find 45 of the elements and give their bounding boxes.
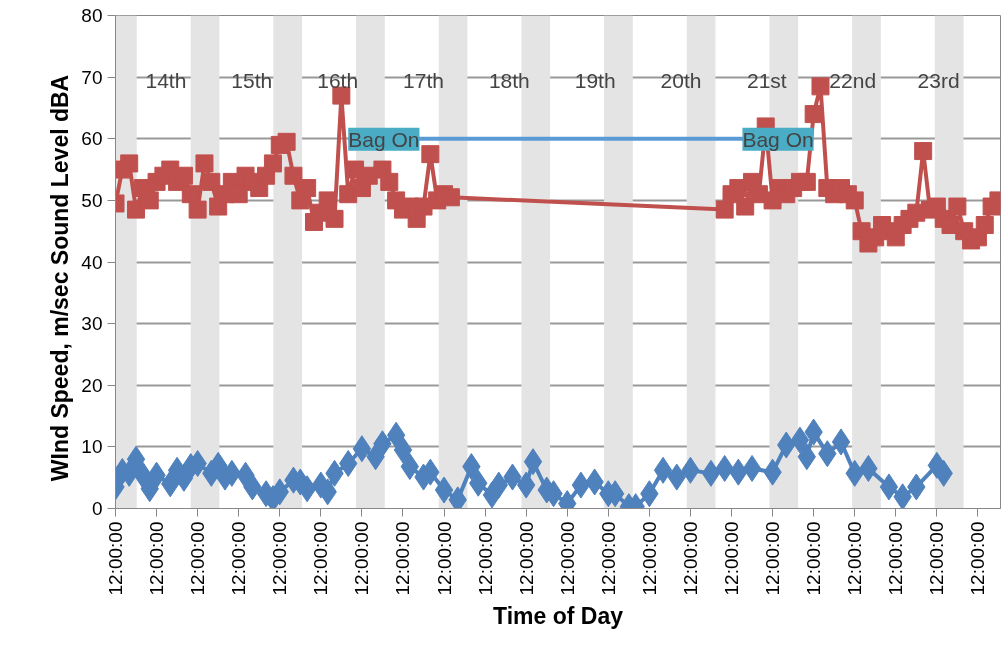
y-tick-label: 0 xyxy=(91,498,103,519)
annotation: Bag On xyxy=(742,127,814,151)
x-tick-label: 12:00:00 xyxy=(762,521,784,596)
annotation: 15th xyxy=(231,69,273,92)
y-tick-label: 30 xyxy=(81,313,103,335)
annotation: 14th xyxy=(145,69,187,92)
annotation: 17th xyxy=(403,69,444,92)
x-tick-label: 12:00:00 xyxy=(885,521,907,596)
y-tick-label: 20 xyxy=(81,374,103,396)
x-tick-label: 12:00:00 xyxy=(721,521,743,596)
x-tick-label: 12:00:00 xyxy=(310,521,332,596)
x-tick-label: 12:00:00 xyxy=(679,521,701,596)
x-tick-label: 12:00:00 xyxy=(392,521,414,596)
annotation: 21st xyxy=(747,69,787,92)
annotation: 19th xyxy=(574,69,616,92)
x-tick-label: 12:00:00 xyxy=(515,521,537,596)
x-tick-label: 12:00:00 xyxy=(474,521,496,596)
x-tick-label: 12:00:00 xyxy=(638,521,660,596)
annotation: 20th xyxy=(660,69,702,92)
x-tick-label: 12:00:00 xyxy=(433,521,455,596)
x-tick-label: 12:00:00 xyxy=(844,521,866,596)
annotation: 18th xyxy=(488,69,530,92)
y-tick-label: 10 xyxy=(81,436,103,458)
x-tick-label: 12:00:00 xyxy=(351,521,373,596)
x-axis-title: Time of Day xyxy=(493,603,624,630)
annotation: 16th xyxy=(317,69,359,92)
annotation: Bag On xyxy=(348,127,420,151)
annotation: 22nd xyxy=(829,69,877,92)
y-tick-label: 40 xyxy=(81,251,103,273)
y-axis-title: WInd Speed, m/sec Sound Level dBA xyxy=(47,74,74,482)
x-tick-label: 12:00:00 xyxy=(105,521,126,596)
y-tick-label: 50 xyxy=(81,189,103,211)
y-tick-label: 80 xyxy=(81,5,103,26)
x-tick-label: 12:00:00 xyxy=(597,521,619,596)
x-tick-label: 12:00:00 xyxy=(926,521,948,596)
y-tick-label: 60 xyxy=(81,128,103,150)
x-tick-label: 12:00:00 xyxy=(228,521,250,596)
annotation: 23rd xyxy=(917,69,960,92)
x-tick-label: 12:00:00 xyxy=(269,521,291,596)
y-tick-label: 70 xyxy=(81,66,103,88)
x-tick-label: 12:00:00 xyxy=(187,521,209,596)
x-tick-label: 12:00:00 xyxy=(803,521,825,596)
x-tick-label: 12:00:00 xyxy=(967,521,989,596)
x-tick-label: 12:00:00 xyxy=(556,521,578,596)
x-tick-label: 12:00:00 xyxy=(146,521,168,596)
